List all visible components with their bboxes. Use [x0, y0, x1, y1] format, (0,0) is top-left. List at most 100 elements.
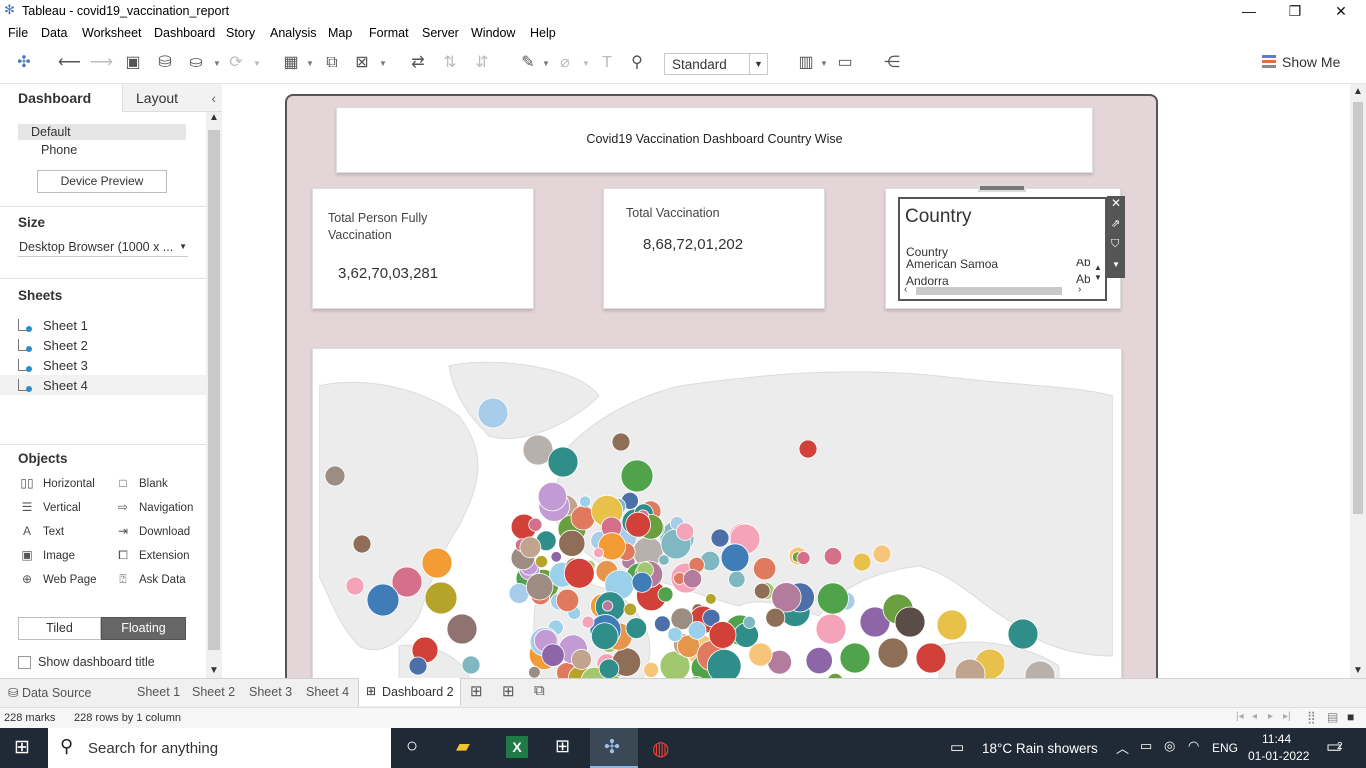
menu-worksheet[interactable]: Worksheet: [82, 26, 142, 40]
country-bubble[interactable]: [796, 551, 811, 566]
show-filmstrip-icon[interactable]: ▤: [1327, 710, 1339, 724]
country-bubble[interactable]: [345, 576, 365, 596]
country-bubble[interactable]: [894, 606, 926, 638]
tab-data-source[interactable]: ⛁ Data Source: [8, 686, 92, 700]
country-bubble[interactable]: [541, 643, 565, 667]
chrome-icon[interactable]: ◍: [652, 738, 670, 760]
notifications-icon[interactable]: ▭: [1326, 737, 1343, 756]
scroll-down-icon[interactable]: ▼: [209, 665, 219, 676]
country-bubble[interactable]: [682, 569, 703, 589]
pin-icon[interactable]: ⚲: [631, 54, 643, 71]
scroll-up-icon[interactable]: ▲: [209, 112, 219, 123]
country-bubble[interactable]: [590, 622, 619, 650]
country-bubble[interactable]: [752, 557, 777, 581]
clock-date[interactable]: 01-01-2022: [1248, 749, 1310, 763]
country-bubble[interactable]: [643, 661, 659, 678]
group-icon[interactable]: ⌀: [560, 54, 570, 71]
country-bubble[interactable]: [625, 511, 652, 538]
country-bubble[interactable]: [877, 637, 909, 669]
tab-sheet-3[interactable]: Sheet 3: [249, 685, 293, 699]
sheet-item-1[interactable]: Sheet 1: [0, 315, 206, 335]
tiled-button[interactable]: Tiled: [18, 617, 101, 640]
filter-list[interactable]: American Samoa Ab Andorra Ab: [906, 259, 1090, 285]
country-bubble[interactable]: [424, 581, 458, 615]
country-bubble[interactable]: [852, 552, 872, 572]
country-bubble[interactable]: [654, 615, 671, 633]
show-cards-icon[interactable]: ▥: [798, 54, 814, 71]
country-bubble[interactable]: [352, 534, 372, 554]
country-bubble[interactable]: [623, 602, 638, 617]
device-preview-button[interactable]: Device Preview: [37, 170, 167, 193]
country-filter[interactable]: Country Country American Samoa Ab Andorr…: [898, 197, 1107, 301]
country-bubble[interactable]: [659, 650, 691, 678]
labels-icon[interactable]: T: [602, 54, 612, 71]
last-page-icon[interactable]: ▸|: [1283, 711, 1291, 722]
chevron-down-icon[interactable]: ▼: [379, 59, 387, 68]
country-bubble[interactable]: [771, 582, 802, 613]
tab-sheet-2[interactable]: Sheet 2: [192, 685, 236, 699]
show-title-checkbox[interactable]: [18, 656, 31, 669]
country-bubble[interactable]: [742, 615, 756, 629]
language-indicator[interactable]: ENG: [1212, 741, 1239, 755]
device-phone[interactable]: Phone: [41, 143, 78, 157]
scrollbar-thumb[interactable]: [208, 130, 220, 650]
new-data-source-icon[interactable]: ⛁: [158, 54, 172, 71]
country-bubble[interactable]: [581, 615, 595, 629]
country-bubble[interactable]: [815, 613, 847, 645]
country-bubble[interactable]: [528, 517, 543, 532]
country-bubble[interactable]: [675, 522, 695, 541]
country-bubble[interactable]: [708, 621, 737, 649]
country-bubble[interactable]: [522, 434, 554, 466]
tableau-home-icon[interactable]: ✣: [17, 54, 31, 71]
minimize-button[interactable]: —: [1242, 3, 1256, 19]
duplicate-icon[interactable]: ⧉: [326, 54, 338, 71]
menu-story[interactable]: Story: [226, 26, 256, 40]
menu-file[interactable]: File: [8, 26, 29, 40]
show-sheet-sorter-icon[interactable]: ⣿: [1307, 710, 1316, 724]
country-bubble[interactable]: [667, 626, 683, 643]
refresh-icon[interactable]: ⟳: [229, 54, 243, 71]
new-worksheet-tab-icon[interactable]: ⊞: [470, 683, 483, 700]
sheet-item-4[interactable]: Sheet 4: [0, 375, 206, 395]
undo-icon[interactable]: ⟵: [58, 54, 81, 71]
country-bubble[interactable]: [537, 481, 568, 512]
close-window-button[interactable]: ✕: [1335, 3, 1347, 19]
country-bubble[interactable]: [687, 675, 705, 678]
presentation-mode-icon[interactable]: ▭: [837, 54, 853, 71]
restore-button[interactable]: ❐: [1288, 3, 1302, 19]
country-bubble[interactable]: [571, 648, 592, 670]
tab-dashboard-2[interactable]: ⊞ Dashboard 2: [358, 678, 461, 706]
country-bubble[interactable]: [706, 648, 742, 678]
country-bubble[interactable]: [579, 495, 592, 508]
country-bubble[interactable]: [611, 432, 631, 452]
canvas-scrollbar[interactable]: ▲ ▼: [1350, 84, 1366, 678]
excel-icon[interactable]: X: [506, 736, 528, 758]
country-bubble[interactable]: [446, 613, 478, 645]
country-bubble[interactable]: [915, 642, 947, 674]
country-bubble[interactable]: [461, 655, 481, 675]
swap-icon[interactable]: ⇄: [411, 54, 425, 71]
device-default[interactable]: Default: [18, 124, 186, 140]
battery-icon[interactable]: ▭: [1140, 738, 1153, 753]
country-bubble[interactable]: [705, 593, 717, 605]
chevron-down-icon[interactable]: ▼: [306, 59, 314, 68]
country-bubble[interactable]: [805, 646, 833, 675]
country-bubble[interactable]: [550, 551, 562, 563]
sheet-item-2[interactable]: Sheet 2: [0, 335, 206, 355]
kpi-fully-vaccinated-card[interactable]: Total Person Fully Vaccination 3,62,70,0…: [312, 188, 534, 309]
pause-updates-icon[interactable]: ⛀: [189, 54, 203, 71]
share-icon[interactable]: ⋲: [884, 54, 900, 71]
tab-dashboard[interactable]: Dashboard: [0, 84, 122, 112]
more-options-icon[interactable]: ▼: [1112, 260, 1120, 269]
taskbar-search-box[interactable]: ⚲ Search for anything: [48, 728, 391, 768]
chevron-down-icon[interactable]: ▼: [542, 59, 550, 68]
list-scroll-down-icon[interactable]: ▼: [1094, 273, 1102, 282]
save-icon[interactable]: ▣: [125, 54, 141, 71]
filter-row[interactable]: American Samoa Ab: [906, 259, 1090, 271]
country-bubble[interactable]: [324, 465, 346, 487]
menu-analysis[interactable]: Analysis: [270, 26, 317, 40]
chevron-down-icon[interactable]: ▼: [820, 59, 828, 68]
country-bubble[interactable]: [602, 600, 614, 612]
country-bubble[interactable]: [598, 658, 620, 678]
show-me-button[interactable]: Show Me: [1262, 54, 1340, 70]
